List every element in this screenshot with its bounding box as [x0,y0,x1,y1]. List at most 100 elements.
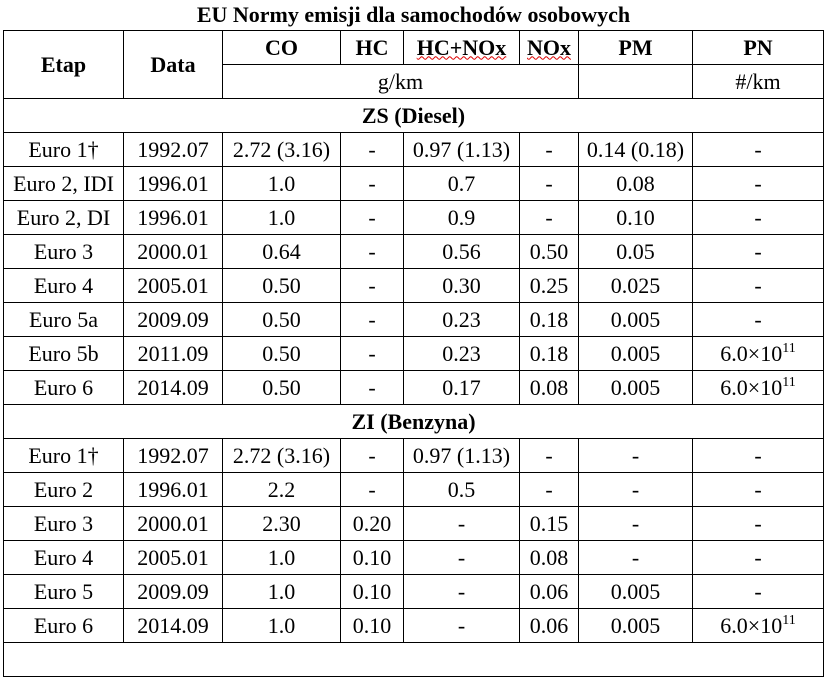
cell: 0.17 [403,370,520,405]
cell: - [578,506,693,541]
cell: Euro 1† [3,438,124,473]
data-row: Euro 2 1996.01 2.2-0.5- - - [3,472,824,507]
cell: Euro 4 [3,540,124,575]
cell-exponent: 11 [782,612,796,628]
cell: 0.50 [222,268,341,303]
table-body: ZS (Diesel) Euro 1† 1992.07 2.72 (3.16) -0.9… [3,98,824,677]
header-cell: Data [123,30,223,99]
header-text: HC+NOx [416,34,507,60]
cell: Euro 6 [3,370,124,405]
empty-row [3,642,824,677]
cell: 0.97 (1.13) [403,438,520,473]
cell-text: 6.0×10 [720,340,783,366]
data-row: Euro 5a 2009.09 0.50-0.23 0.18 0.005- [3,302,824,337]
cell: 1992.07 [123,438,223,473]
section-label: ZS (Diesel) [3,98,824,133]
header-cell: HC [340,30,404,65]
header-cell: HC+NOx [403,30,520,65]
cell: 2014.09 [123,608,223,643]
cell: 0.9 [403,200,520,235]
cell: 0.23 [403,336,520,371]
cell: Euro 6 [3,608,124,643]
cell: 0.10 [340,608,404,643]
cell: 0.08 [519,540,579,575]
cell: 0.7 [403,166,520,201]
cell: Euro 3 [3,234,124,269]
cell: 0.005 [578,370,693,405]
cell: - [340,268,404,303]
cell: 0.025 [578,268,693,303]
section-label: ZI (Benzyna) [3,404,824,439]
cell: 1996.01 [123,472,223,507]
unit-cell: #/km [692,64,824,99]
cell: 1.0 [222,574,341,609]
cell: Euro 5a [3,302,124,337]
cell: - [519,166,579,201]
cell: 0.05 [578,234,693,269]
cell: Euro 2 [3,472,124,507]
cell: 1992.07 [123,132,223,167]
cell: 0.10 [340,540,404,575]
cell: 1996.01 [123,200,223,235]
emission-table: Etap Data CO HC HC+NOx NOx PM PN g/km #/… [3,30,824,677]
data-row: Euro 4 2005.01 1.0 0.10-0.08- - [3,540,824,575]
data-row: Euro 6 2014.09 1.0 0.10-0.06 0.005 6.0×1011 [3,608,824,643]
cell: - [519,438,579,473]
cell: Euro 1† [3,132,124,167]
cell: - [692,166,824,201]
cell: - [692,472,824,507]
cell: - [692,132,824,167]
cell: 0.005 [578,608,693,643]
cell: 0.50 [519,234,579,269]
cell-text: 6.0×10 [720,374,783,400]
cell: - [578,472,693,507]
cell: - [403,608,520,643]
cell: 2011.09 [123,336,223,371]
header-cell: PN [692,30,824,65]
cell: - [403,506,520,541]
cell: 2009.09 [123,574,223,609]
empty-cell [3,642,824,677]
cell: - [519,132,579,167]
cell: - [403,540,520,575]
cell: - [692,540,824,575]
cell: 2.72 (3.16) [222,132,341,167]
data-row: Euro 3 2000.01 0.64-0.56 0.50 0.05- [3,234,824,269]
data-row: Euro 4 2005.01 0.50-0.30 0.25 0.025- [3,268,824,303]
cell: 1996.01 [123,166,223,201]
cell: 0.10 [340,574,404,609]
cell: 2.2 [222,472,341,507]
cell: 2.30 [222,506,341,541]
cell: 6.0×1011 [692,370,824,405]
cell: 2014.09 [123,370,223,405]
cell: Euro 2, IDI [3,166,124,201]
cell: 0.30 [403,268,520,303]
cell: 1.0 [222,540,341,575]
cell: - [340,234,404,269]
cell: - [340,438,404,473]
cell: - [692,234,824,269]
cell: - [692,574,824,609]
cell: 0.005 [578,302,693,337]
data-row: Euro 2, IDI 1996.01 1.0-0.7-0.08- [3,166,824,201]
header-text: NOx [527,34,571,60]
data-row: Euro 1† 1992.07 2.72 (3.16) -0.97 (1.13) - - - [3,438,824,473]
cell: - [692,302,824,337]
unit-cell: g/km [222,64,579,99]
cell: 0.56 [403,234,520,269]
table-title: EU Normy emisji dla samochodów osobowych [196,2,631,27]
cell: - [340,370,404,405]
cell: 0.06 [519,608,579,643]
cell: - [519,472,579,507]
data-row: Euro 3 2000.01 2.30 0.20-0.15- - [3,506,824,541]
cell: 0.50 [222,370,341,405]
cell: Euro 4 [3,268,124,303]
cell: Euro 2, DI [3,200,124,235]
cell-exponent: 11 [782,374,796,390]
cell: 0.15 [519,506,579,541]
cell: 0.08 [578,166,693,201]
header-row: Etap Data CO HC HC+NOx NOx PM PN [3,30,824,99]
cell: 2005.01 [123,268,223,303]
cell: 2000.01 [123,234,223,269]
cell: - [692,438,824,473]
